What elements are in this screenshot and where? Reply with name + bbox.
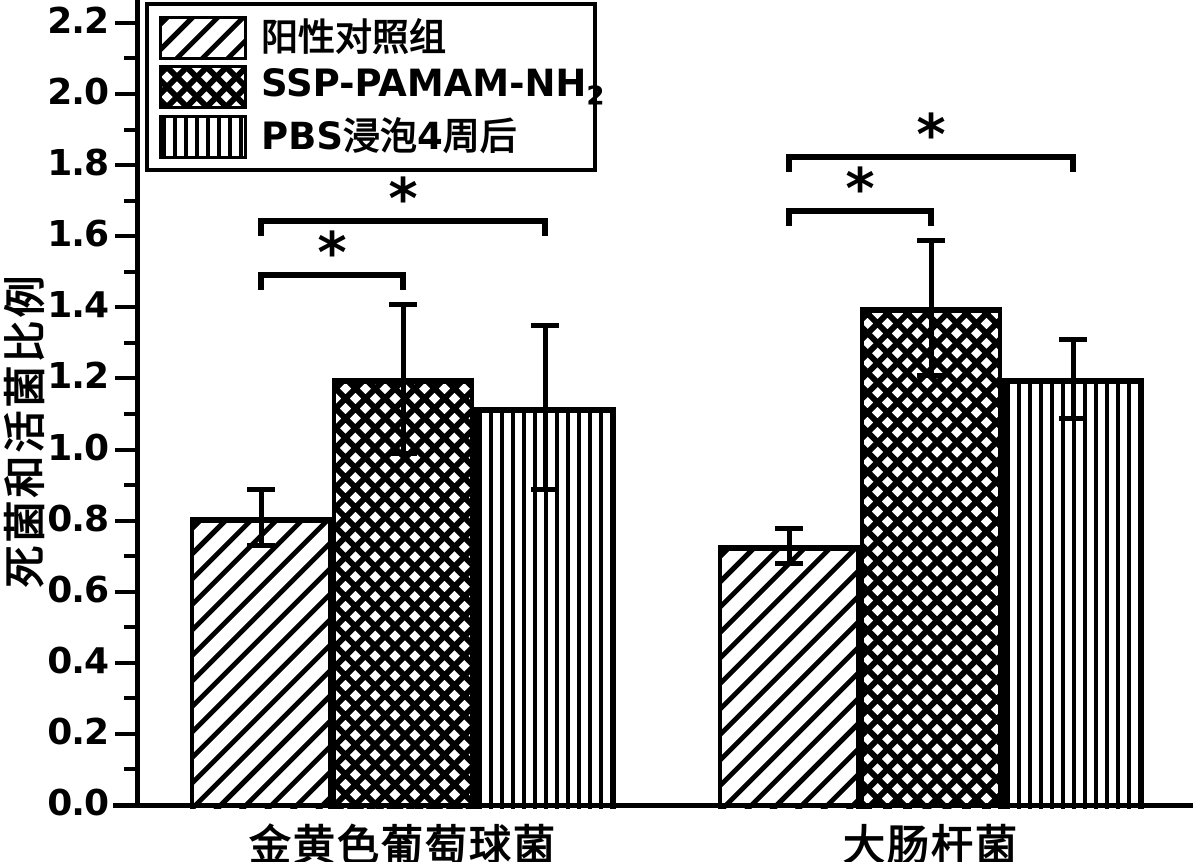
y-minor-tick (124, 696, 135, 701)
y-minor-tick (124, 625, 135, 630)
error-bar-cap-top (247, 486, 275, 492)
y-tick-label: 0.4 (47, 640, 109, 682)
y-major-tick (115, 163, 135, 168)
significance-bracket-end (786, 207, 792, 226)
x-axis-spine (113, 803, 1193, 808)
error-bar-cap-top (917, 237, 945, 243)
y-major-tick (115, 447, 135, 452)
significance-bracket-end (542, 218, 548, 237)
error-bar-cap-bottom (247, 543, 275, 549)
legend-label-pbs-4weeks: PBS浸泡4周后 (261, 115, 517, 158)
y-major-tick (115, 660, 135, 665)
y-minor-tick (124, 198, 135, 203)
error-bar-cap-bottom (531, 486, 559, 492)
x-category-label: 金黄色葡萄球菌 (248, 821, 558, 862)
legend-label-subscript: 2 (586, 81, 605, 112)
y-minor-tick (124, 483, 135, 488)
bar-diagonal-hatch-cat0 (190, 517, 332, 809)
significance-bracket (258, 218, 548, 225)
error-bar-line (258, 488, 264, 546)
y-axis-spine (135, 0, 140, 808)
y-minor-tick (124, 127, 135, 132)
error-bar-cap-top (389, 301, 417, 307)
significance-star: * (388, 167, 418, 233)
bar-crosshatch-cat1 (860, 307, 1002, 809)
bar-diagonal-hatch-cat1 (718, 545, 860, 809)
y-tick-label: 0.0 (47, 783, 109, 824)
error-bar-cap-bottom (389, 451, 417, 457)
y-tick-label: 1.8 (47, 143, 109, 185)
significance-bracket-end (928, 207, 934, 226)
error-bar-cap-bottom (1059, 415, 1087, 421)
error-bar-line (542, 325, 548, 489)
legend-item-ssp-pamam-nh2: SSP-PAMAM-NH2 (159, 64, 604, 111)
legend: 阳性对照组 SSP-PAMAM-NH2 PBS浸泡4周后 (145, 2, 604, 172)
y-tick-label: 2.0 (47, 72, 109, 113)
y-tick-label: 1.2 (47, 356, 109, 398)
error-bar-line (786, 527, 792, 564)
y-major-tick (115, 234, 135, 239)
y-tick-label: 1.0 (47, 427, 109, 469)
error-bar-cap-top (531, 323, 559, 329)
y-major-tick (115, 20, 135, 25)
y-tick-label: 1.6 (47, 214, 109, 256)
y-minor-tick (124, 56, 135, 61)
significance-bracket-end (258, 271, 264, 290)
x-category-label: 大肠杆菌 (842, 821, 1020, 862)
diagonal-hatch-swatch-icon (159, 15, 247, 60)
y-major-tick (115, 803, 135, 807)
error-bar-cap-bottom (917, 372, 945, 378)
significance-star: * (845, 156, 875, 222)
significance-bracket-end (1070, 154, 1076, 173)
y-minor-tick (124, 554, 135, 559)
significance-bracket-end (400, 271, 406, 290)
significance-star: * (317, 220, 347, 286)
y-major-tick (115, 518, 135, 523)
error-bar-line (928, 239, 934, 375)
significance-bracket (786, 207, 934, 214)
y-major-tick (115, 376, 135, 381)
significance-bracket (258, 271, 406, 278)
vertical-stripes-swatch-icon (159, 114, 247, 159)
y-minor-tick (124, 767, 135, 772)
y-major-tick (115, 305, 135, 310)
y-axis-title: 死菌和活菌比例 (1, 272, 50, 588)
significance-bracket (786, 154, 1076, 161)
bar-vertical-stripes-cat1 (1002, 378, 1144, 809)
y-tick-label: 0.8 (47, 498, 109, 540)
error-bar-cap-bottom (775, 561, 803, 567)
y-major-tick (115, 589, 135, 594)
legend-item-pbs-4weeks: PBS浸泡4周后 (159, 113, 583, 160)
y-minor-tick (124, 269, 135, 274)
crosshatch-swatch-icon (159, 65, 247, 109)
y-tick-label: 1.4 (47, 285, 109, 327)
error-bar-line (1070, 339, 1076, 418)
legend-item-positive-control: 阳性对照组 (159, 14, 583, 61)
y-major-tick (115, 92, 135, 96)
error-bar-cap-top (775, 525, 803, 531)
y-tick-label: 2.2 (47, 0, 109, 42)
y-minor-tick (124, 411, 135, 416)
y-major-tick (115, 731, 135, 736)
error-bar-line (400, 303, 406, 454)
legend-label-ssp-pamam-nh2: SSP-PAMAM-NH2 (261, 65, 604, 109)
y-minor-tick (124, 340, 135, 345)
error-bar-cap-top (1059, 337, 1087, 343)
legend-label-positive-control: 阳性对照组 (261, 16, 446, 59)
y-tick-label: 0.2 (47, 711, 109, 753)
significance-bracket-end (258, 218, 264, 237)
y-tick-label: 0.6 (47, 569, 109, 611)
significance-bracket-end (786, 154, 792, 173)
significance-star: * (916, 103, 946, 169)
legend-label-text: SSP-PAMAM-NH (261, 61, 587, 105)
